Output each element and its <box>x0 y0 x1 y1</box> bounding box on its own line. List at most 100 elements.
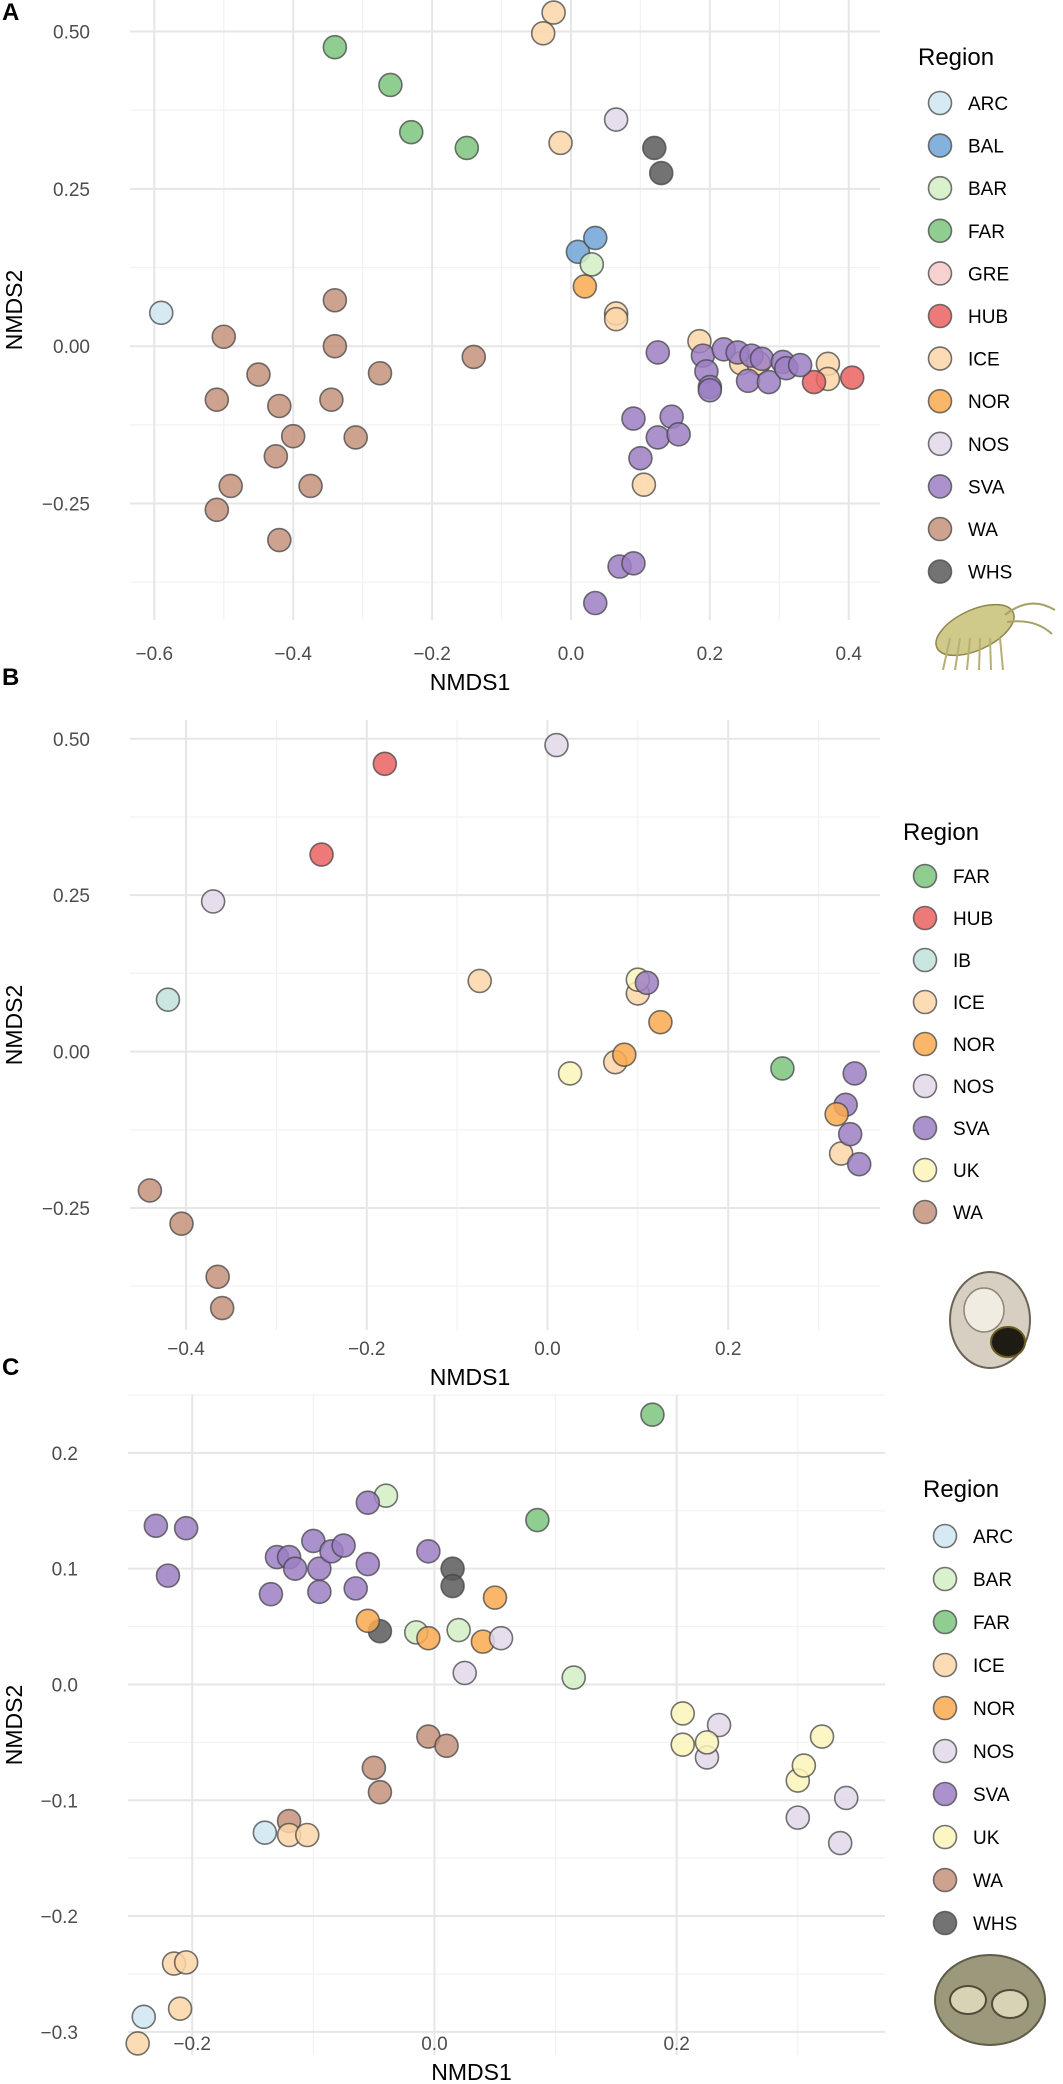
amphipod-leg <box>966 637 971 671</box>
data-point <box>846 1151 872 1177</box>
data-point <box>205 1264 230 1290</box>
data-point <box>461 344 487 370</box>
legend-label: BAR <box>973 1570 1012 1591</box>
legend-key <box>912 947 938 973</box>
legend-label: NOS <box>953 1077 994 1098</box>
y-axis-label: NMDS2 <box>1 270 27 351</box>
data-point <box>603 306 629 332</box>
legend-key <box>912 1031 938 1057</box>
data-point <box>155 987 181 1012</box>
data-point <box>666 422 691 447</box>
data-point <box>155 1563 181 1588</box>
legend-key <box>932 1824 958 1850</box>
data-point <box>355 1551 381 1577</box>
x-tick-label: 0.4 <box>836 644 863 665</box>
legend-label: IB <box>953 951 971 972</box>
data-point <box>482 1585 508 1610</box>
data-point <box>525 1507 550 1533</box>
amphipod-body <box>935 603 1015 657</box>
data-point <box>756 369 782 395</box>
data-point <box>355 1490 381 1515</box>
data-point <box>148 300 174 326</box>
data-point <box>809 1724 835 1749</box>
legend-key <box>927 474 953 499</box>
legend-key <box>932 1566 958 1592</box>
y-axis-label: NMDS2 <box>1 1685 27 1766</box>
data-point <box>200 889 226 914</box>
amphipod-antenna <box>1004 602 1056 616</box>
data-point <box>541 0 566 25</box>
legend-label: WHS <box>973 1914 1017 1935</box>
y-tick-label: 0.50 <box>53 730 90 751</box>
data-point <box>361 1755 387 1781</box>
y-tick-label: −0.3 <box>40 2023 78 2044</box>
data-point <box>331 1533 356 1558</box>
y-tick-label: 0.00 <box>53 1043 90 1064</box>
x-tick-label: −0.2 <box>173 2034 211 2055</box>
data-point <box>621 551 646 576</box>
data-point <box>833 1785 859 1811</box>
snail-illustration <box>949 1271 1031 1369</box>
data-point <box>640 1402 665 1427</box>
legend-label: NOR <box>953 1035 995 1056</box>
data-point <box>628 445 653 471</box>
data-point <box>125 2031 150 2056</box>
data-point <box>446 1617 471 1643</box>
data-point <box>137 1178 163 1203</box>
y-tick-label: −0.2 <box>40 1907 78 1928</box>
y-tick-label: 0.50 <box>53 22 90 43</box>
legend-label: FAR <box>973 1613 1010 1634</box>
legend-title: Region <box>903 819 979 846</box>
legend-label: ICE <box>968 350 1000 371</box>
data-point <box>298 473 323 499</box>
data-point <box>416 1539 441 1564</box>
data-point <box>252 1820 278 1845</box>
legend-label: WA <box>968 520 998 541</box>
y-tick-label: −0.25 <box>42 1199 90 1220</box>
barnacle-illustration <box>934 1954 1046 2046</box>
data-point <box>434 1733 459 1759</box>
legend-label: WHS <box>968 563 1012 584</box>
legend-label: NOR <box>968 392 1010 413</box>
legend-key <box>912 1157 938 1183</box>
amphipod-leg <box>954 637 961 671</box>
legend-label: BAL <box>968 137 1004 158</box>
y-tick-label: −0.1 <box>40 1791 78 1812</box>
data-point <box>791 1753 817 1778</box>
legend-label: ARC <box>968 94 1008 115</box>
data-point <box>579 252 605 277</box>
data-point <box>621 406 646 431</box>
data-point <box>631 472 657 497</box>
x-axis-label: NMDS1 <box>430 1364 511 1390</box>
legend-label: WA <box>953 1203 983 1224</box>
y-tick-label: 0.00 <box>53 337 90 358</box>
panel-label: A <box>2 0 19 26</box>
legend-key <box>932 1695 958 1721</box>
data-point <box>582 590 608 616</box>
data-point <box>309 842 334 867</box>
legend-key <box>912 905 938 931</box>
y-tick-label: 0.25 <box>53 886 90 907</box>
data-point <box>307 1579 332 1605</box>
legend-key <box>932 1609 958 1635</box>
data-point <box>530 21 556 46</box>
data-point <box>267 393 292 419</box>
x-tick-label: 0.2 <box>697 644 723 665</box>
data-point <box>827 1830 853 1856</box>
y-tick-label: 0.1 <box>52 1560 78 1581</box>
data-point <box>416 1625 441 1651</box>
legend-label: ICE <box>973 1656 1005 1677</box>
data-point <box>169 1211 194 1236</box>
data-point <box>697 377 723 403</box>
x-axis-label: NMDS1 <box>430 669 511 695</box>
data-point <box>603 107 629 132</box>
amphipod-leg <box>942 637 951 671</box>
x-tick-label: 0.2 <box>715 1339 741 1360</box>
y-axis-label: NMDS2 <box>1 985 27 1066</box>
y-tick-label: 0.25 <box>53 180 90 201</box>
data-point <box>280 423 306 449</box>
amphipod-illustration <box>935 602 1056 671</box>
data-point <box>301 1528 326 1554</box>
legend-label: BAR <box>968 179 1007 200</box>
data-point <box>454 135 480 161</box>
